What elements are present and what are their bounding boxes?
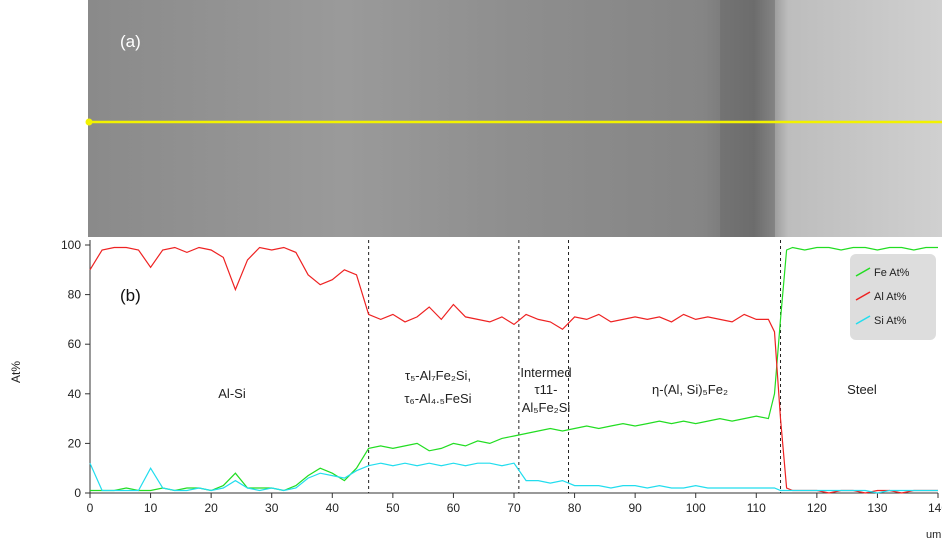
annotation: Steel xyxy=(847,382,877,397)
x-axis-label: um xyxy=(926,529,941,540)
x-tick-label: 100 xyxy=(686,501,706,515)
y-tick-label: 80 xyxy=(68,288,82,302)
annotation: τ₆-Al₄.₅FeSi xyxy=(404,391,471,406)
y-tick-label: 40 xyxy=(68,387,82,401)
x-tick-label: 90 xyxy=(628,501,642,515)
x-tick-label: 30 xyxy=(265,501,279,515)
annotation: Al-Si xyxy=(218,386,246,401)
y-tick-label: 100 xyxy=(61,238,81,252)
legend-label: Si At% xyxy=(874,315,907,327)
x-tick-label: 130 xyxy=(867,501,887,515)
panel-b-label: (b) xyxy=(120,286,141,305)
y-tick-label: 20 xyxy=(68,436,82,450)
series-line xyxy=(89,462,938,494)
legend-swatch xyxy=(855,291,871,301)
legend-swatch xyxy=(855,267,871,277)
annotation: η-(Al, Si)₅Fe₂ xyxy=(652,382,728,397)
legend-swatch xyxy=(855,315,871,325)
annotation: Intermed xyxy=(520,365,571,380)
y-tick-label: 0 xyxy=(74,486,81,500)
legend-box xyxy=(850,254,936,340)
sem-image xyxy=(88,0,942,237)
x-tick-label: 110 xyxy=(747,501,766,515)
annotation: τ₅-Al₇Fe₂Si, xyxy=(405,368,471,383)
x-tick-label: 0 xyxy=(87,501,94,515)
legend-label: Al At% xyxy=(874,291,907,303)
x-tick-label: 10 xyxy=(144,501,158,515)
x-tick-label: 80 xyxy=(568,501,582,515)
x-tick-label: 60 xyxy=(447,501,461,515)
annotation: Al₅Fe₂Si xyxy=(522,400,571,415)
x-tick-label: 120 xyxy=(807,501,827,515)
series-line xyxy=(89,246,938,494)
x-tick-label: 40 xyxy=(326,501,340,515)
x-tick-label: 140 xyxy=(928,501,942,515)
legend-label: Fe At% xyxy=(874,267,910,279)
series-line xyxy=(90,246,938,492)
panel-a-label: (a) xyxy=(120,32,141,51)
sem-interface xyxy=(720,0,775,237)
x-tick-label: 20 xyxy=(204,501,218,515)
y-axis-label: At% xyxy=(9,361,23,383)
y-tick-label: 60 xyxy=(68,337,82,351)
annotation: τ11- xyxy=(535,382,558,397)
scan-start xyxy=(85,118,93,126)
x-tick-label: 70 xyxy=(507,501,521,515)
x-tick-label: 50 xyxy=(386,501,400,515)
